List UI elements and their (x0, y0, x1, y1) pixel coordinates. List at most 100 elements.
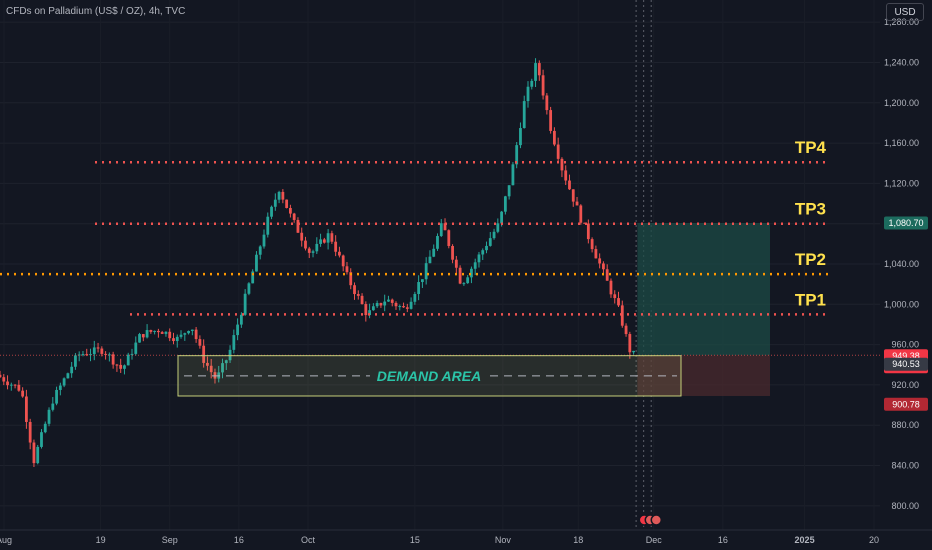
candle-body (198, 339, 202, 346)
event-marker-icon (650, 514, 663, 526)
candle-body (270, 206, 273, 217)
candle-body (47, 409, 51, 424)
candle-body (311, 251, 315, 253)
demand-area-label: DEMAND AREA (377, 368, 481, 384)
candle-body (315, 243, 319, 252)
candle-body (157, 330, 160, 333)
price-tag-value: 940.53 (892, 359, 920, 369)
candle-body (534, 63, 537, 81)
candle-body (172, 338, 175, 342)
candle-body (458, 267, 462, 284)
time-axis[interactable]: Aug 19 Sep 16 Oct 15 Nov 18 Dec 16 2025 20 (0, 535, 879, 545)
candle-body (111, 354, 115, 365)
candle-body (55, 389, 58, 404)
candle-body (330, 233, 334, 242)
candle-body (383, 301, 387, 306)
candle-body (209, 365, 213, 373)
profit-zone (637, 222, 770, 356)
currency-button[interactable]: USD (886, 3, 924, 21)
candle-body (564, 170, 568, 181)
candle-body (206, 362, 209, 366)
candle-body (500, 211, 503, 224)
candle-body (160, 332, 164, 334)
target-levels: TP4 TP3 TP2 TP1 (0, 138, 880, 356)
candle-body (451, 245, 454, 260)
candle-body (107, 354, 111, 356)
candle-body (549, 110, 553, 131)
candle-body (488, 238, 492, 246)
level-label-tp1: TP1 (795, 290, 826, 309)
candle-body (266, 216, 270, 235)
candle-body (387, 299, 390, 302)
candle-body (183, 333, 187, 335)
x-tick-label: 20 (869, 535, 879, 545)
candle-body (236, 324, 239, 336)
x-tick-label: Dec (646, 535, 663, 545)
candle-body (251, 271, 255, 284)
candle-body (77, 354, 81, 356)
candle-body (62, 378, 66, 386)
candle-body (243, 293, 247, 315)
candle-body (289, 207, 292, 214)
price-tag-value: 1,080.70 (888, 218, 923, 228)
x-tick-label: 15 (410, 535, 420, 545)
candle-body (553, 130, 556, 145)
candle-body (628, 334, 632, 353)
candle-body (58, 385, 62, 390)
candle-body (21, 390, 25, 397)
candle-body (40, 432, 43, 447)
candle-body (202, 345, 206, 363)
candle-body (439, 223, 443, 237)
candle-body (432, 248, 436, 257)
candle-body (443, 223, 447, 231)
candle-body (526, 86, 530, 102)
candle-body (153, 330, 157, 332)
candle-body (537, 63, 541, 76)
candle-body (194, 329, 198, 340)
candle-body (390, 299, 394, 303)
candle-body (25, 396, 28, 422)
y-tick-label: 800.00 (891, 501, 919, 511)
demand-area: DEMAND AREA (177, 355, 682, 397)
y-tick-label: 1,000.00 (884, 299, 919, 309)
candle-body (364, 304, 368, 316)
y-tick-label: 1,160.00 (884, 138, 919, 148)
candle-body (138, 334, 141, 343)
level-label-tp2: TP2 (795, 250, 826, 269)
candle-body (481, 250, 485, 255)
y-tick-label: 1,200.00 (884, 98, 919, 108)
candle-body (583, 222, 586, 224)
candle-body (149, 330, 153, 332)
candle-body (187, 331, 190, 334)
candle-body (92, 347, 96, 355)
grid (0, 0, 932, 531)
candle-body (319, 239, 322, 244)
candle-body (371, 306, 375, 311)
candle-body (341, 255, 345, 267)
candle-body (424, 263, 428, 280)
candle-body (617, 298, 620, 306)
candle-body (409, 301, 413, 309)
candle-body (326, 233, 330, 243)
candle-body (134, 342, 138, 354)
candle-body (2, 377, 6, 382)
candle-body (300, 232, 304, 241)
candle-body (338, 251, 341, 256)
price-axis[interactable]: 800.00 840.00 880.00 920.00 960.00 1,000.00 1,… (884, 17, 919, 511)
candle-body (307, 248, 311, 253)
candle-body (104, 353, 107, 355)
candle-body (454, 259, 458, 268)
candle-body (594, 249, 598, 259)
price-tag (884, 216, 928, 230)
candle-body (522, 101, 526, 129)
candle-body (598, 258, 602, 264)
y-tick-label: 880.00 (891, 420, 919, 430)
candle-body (428, 256, 432, 264)
candle-body (541, 75, 545, 96)
candle-body (492, 231, 496, 239)
candle-body (179, 334, 183, 337)
candle-body (462, 283, 466, 285)
candle-body (334, 241, 338, 252)
y-tick-label: 1,240.00 (884, 57, 919, 67)
